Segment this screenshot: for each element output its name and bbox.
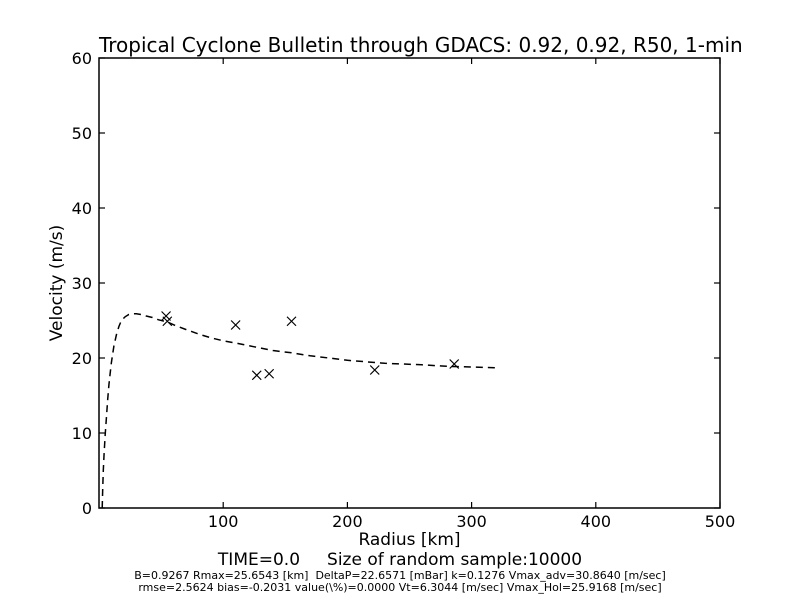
caption-time-sample: TIME=0.0 Size of random sample:10000 bbox=[217, 550, 583, 570]
scatter-x-marker bbox=[369, 365, 380, 375]
x-tick-label: 400 bbox=[581, 512, 612, 531]
chart-title: Tropical Cyclone Bulletin through GDACS:… bbox=[99, 33, 743, 57]
scatter-x-marker bbox=[251, 370, 262, 381]
y-tick-label: 60 bbox=[72, 49, 92, 68]
model-curve-dashed bbox=[101, 313, 498, 509]
y-tick-label: 50 bbox=[72, 124, 92, 143]
x-tick-label: 500 bbox=[705, 512, 736, 531]
x-tick-label: 200 bbox=[332, 512, 363, 531]
y-tick-label: 40 bbox=[72, 199, 92, 218]
y-tick-label: 10 bbox=[72, 424, 92, 443]
caption-params-line1: B=0.9267 Rmax=25.6543 [km] DeltaP=22.657… bbox=[134, 569, 666, 582]
axes-spines bbox=[98, 57, 721, 509]
caption-params-line2: rmse=2.5624 bias=-0.2031 value(\%)=0.000… bbox=[138, 581, 662, 594]
scatter-x-marker bbox=[449, 359, 460, 369]
x-tick-label: 100 bbox=[208, 512, 239, 531]
y-tick-label: 0 bbox=[82, 499, 92, 518]
scatter-x-marker bbox=[230, 320, 241, 330]
x-axis-label: Radius [km] bbox=[358, 530, 461, 550]
scatter-x-marker bbox=[264, 368, 275, 379]
y-axis-label: Velocity (m/s) bbox=[47, 224, 67, 342]
scatter-x-marker bbox=[162, 316, 173, 327]
x-tick-label: 300 bbox=[456, 512, 487, 531]
y-tick-label: 30 bbox=[72, 274, 92, 293]
y-tick-label: 20 bbox=[72, 349, 92, 368]
scatter-x-marker bbox=[286, 316, 297, 327]
